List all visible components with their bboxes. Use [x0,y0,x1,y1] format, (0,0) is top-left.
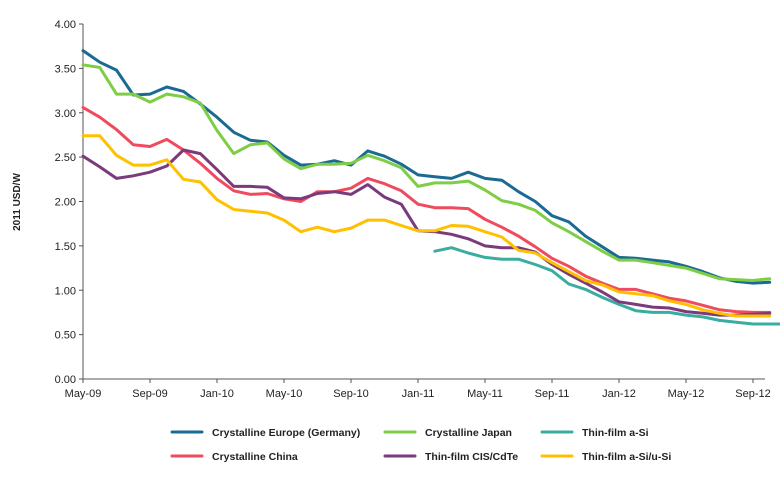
legend-item-crystalline-japan: Crystalline Japan [383,427,512,439]
series-lines [81,49,780,326]
legend-label: Crystalline China [212,451,298,463]
legend-item-thin-film-a-si: Thin-film a-Si [540,427,649,439]
series-line-crystalline-china [81,105,772,314]
x-tick-label: Jan-12 [602,388,636,400]
legend-label: Thin-film CIS/CdTe [425,451,518,463]
series-line-crystalline-japan [81,63,772,282]
legend-item-thin-film-a-si-u-si: Thin-film a-Si/u-Si [540,451,671,463]
x-tick-label: Jan-11 [402,388,435,400]
y-tick-label: 3.50 [55,63,76,75]
legend-label: Thin-film a-Si/u-Si [582,451,671,463]
x-tick-label: Sep-09 [132,388,167,400]
legend-label: Crystalline Japan [425,427,512,439]
legend-label: Thin-film a-Si [582,427,649,439]
y-tick-label: 2.00 [55,197,76,209]
x-tick-label: May-12 [668,388,705,400]
y-tick-label: 2.50 [55,152,76,164]
x-tick-label: Sep-11 [535,388,570,400]
series-line-thin-film-a-si-u-si [81,134,772,318]
y-tick-label: 1.50 [55,241,76,253]
x-axis-ticks: May-09 Sep-09 Jan-10 May-10 Sep-10 Jan-11 May-… [65,379,771,400]
series-line-thin-film-a-si [433,246,780,326]
y-axis-label: 2011 USD/W [12,173,23,231]
y-tick-label: 3.00 [55,108,76,120]
legend-label: Crystalline Europe (Germany) [212,427,360,439]
legend-item-crystalline-europe-germany: Crystalline Europe (Germany) [170,427,360,439]
axes [82,24,765,380]
y-tick-label: 0.00 [55,374,76,386]
series-line-crystalline-europe-germany [81,49,772,285]
legend-item-thin-film-cis-cdte: Thin-film CIS/CdTe [383,451,518,463]
x-tick-label: May-09 [65,388,102,400]
legend-item-crystalline-china: Crystalline China [170,451,298,463]
x-tick-label: May-10 [266,388,303,400]
x-tick-label: May-11 [467,388,503,400]
x-tick-label: Sep-12 [735,388,770,400]
x-tick-label: Jan-10 [200,388,234,400]
y-tick-label: 4.00 [55,19,76,31]
legend: Crystalline Europe (Germany) Crystalline … [170,427,671,463]
x-tick-label: Sep-10 [333,388,368,400]
y-tick-label: 0.50 [55,330,76,342]
y-axis-ticks: 0.00 0.50 1.00 1.50 2.00 2.50 3.00 3.50 4.00 [55,19,83,386]
y-tick-label: 1.00 [55,285,76,297]
